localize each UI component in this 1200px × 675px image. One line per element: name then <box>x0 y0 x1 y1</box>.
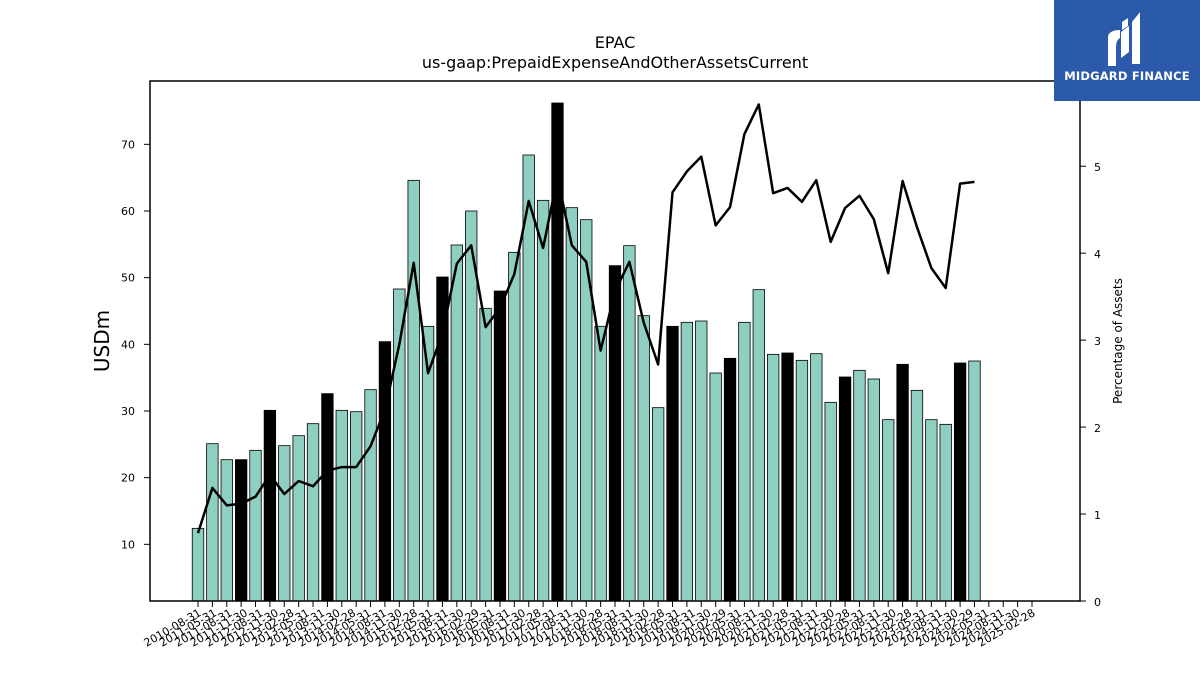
bar-2021-08-31 <box>824 401 837 602</box>
midgard-finance-logo: MIDGARD FINANCE <box>1054 0 1200 101</box>
y-axis-left: 10 20 30 40 50 60 70 <box>121 138 150 551</box>
bar-2019-02-28 <box>680 321 694 602</box>
bar-2011-08-31 <box>249 449 262 602</box>
chart-subtitle: us-gaap:PrepaidExpenseAndOtherAssetsCurr… <box>422 53 808 72</box>
bar-2017-11-30 <box>608 265 622 602</box>
y-tick-label: 50 <box>121 272 135 285</box>
chart-title: EPAC <box>595 33 636 52</box>
bar-2012-11-30 <box>321 393 334 602</box>
bar-2018-05-31 <box>637 315 650 602</box>
bar-2013-02-28 <box>335 409 348 602</box>
bar-2016-02-29 <box>508 251 521 602</box>
y2-tick-label: 2 <box>1094 422 1101 435</box>
bar-2023-08-31 <box>939 423 952 602</box>
y-tick-label: 30 <box>121 405 135 418</box>
bar-series <box>191 102 981 602</box>
bar-2015-08-31 <box>479 307 492 602</box>
bar-2021-02-28 <box>795 359 809 602</box>
y-tick-label: 20 <box>121 472 135 485</box>
bar-2022-05-31 <box>867 378 880 602</box>
bar-2021-05-31 <box>810 353 823 602</box>
bar-2017-02-28 <box>565 207 579 602</box>
bar-2015-02-28 <box>450 244 463 602</box>
y-tick-label: 10 <box>121 538 135 551</box>
y2-axis-label: Percentage of Assets <box>1111 278 1125 404</box>
bar-2019-08-31 <box>709 372 722 602</box>
y-axis-right: 0 1 2 3 4 5 <box>1080 161 1101 609</box>
bar-2022-11-30 <box>896 363 909 602</box>
percentage-line <box>196 103 975 534</box>
bar-2020-08-31 <box>767 353 780 602</box>
bar-2020-11-30 <box>781 352 794 602</box>
bar-2018-02-28 <box>623 245 636 602</box>
bar-2010-11-30 <box>206 443 219 602</box>
bar-2015-11-30 <box>493 290 507 602</box>
bar-2013-11-30 <box>378 341 392 602</box>
bar-2020-02-29 <box>738 321 751 602</box>
logo-text: MIDGARD FINANCE <box>1064 69 1190 83</box>
bar-2017-08-31 <box>594 325 607 602</box>
y2-tick-label: 4 <box>1094 248 1101 261</box>
logo-mark-icon <box>1108 12 1140 66</box>
bar-2018-08-31 <box>651 407 665 602</box>
y-tick-label: 60 <box>121 205 135 218</box>
bar-2019-11-30 <box>723 357 737 602</box>
bar-2010-08-31 <box>191 527 205 602</box>
bar-2023-02-28 <box>910 389 924 602</box>
y-tick-label: 70 <box>121 138 135 151</box>
bar-2017-05-31 <box>580 219 593 602</box>
bar-2022-08-31 <box>882 419 895 602</box>
y2-tick-label: 5 <box>1094 161 1101 174</box>
x-axis: 2010-08-312011-05-312011-08-312011-11-30… <box>142 601 1038 650</box>
y-tick-label: 40 <box>121 338 135 351</box>
bar-2023-11-30 <box>953 362 967 602</box>
y2-tick-label: 1 <box>1094 509 1101 522</box>
bar-2023-05-31 <box>925 419 938 602</box>
bar-2012-02-29 <box>278 445 291 602</box>
bar-2012-05-31 <box>292 435 305 602</box>
bar-2014-11-30 <box>436 276 449 602</box>
bar-2022-02-28 <box>853 369 866 602</box>
bar-2014-02-28 <box>393 288 406 602</box>
bar-2020-05-31 <box>752 289 765 602</box>
bar-2011-11-30 <box>263 409 277 602</box>
bar-2012-08-31 <box>306 423 320 602</box>
bar-2013-08-31 <box>364 389 377 602</box>
y2-tick-label: 0 <box>1094 596 1101 609</box>
y-axis-label: USDm <box>90 310 114 372</box>
bar-2011-02-28 <box>220 459 233 602</box>
bar-2018-11-30 <box>666 325 679 602</box>
bar-2021-11-30 <box>838 376 852 602</box>
y2-tick-label: 3 <box>1094 335 1101 348</box>
bar-2024-02-29 <box>968 360 981 602</box>
bar-2014-05-31 <box>407 179 420 602</box>
bar-2011-05-31 <box>234 459 248 602</box>
bar-2016-08-31 <box>536 199 550 602</box>
bar-2019-05-31 <box>695 320 708 602</box>
bar-2013-05-31 <box>350 411 363 602</box>
